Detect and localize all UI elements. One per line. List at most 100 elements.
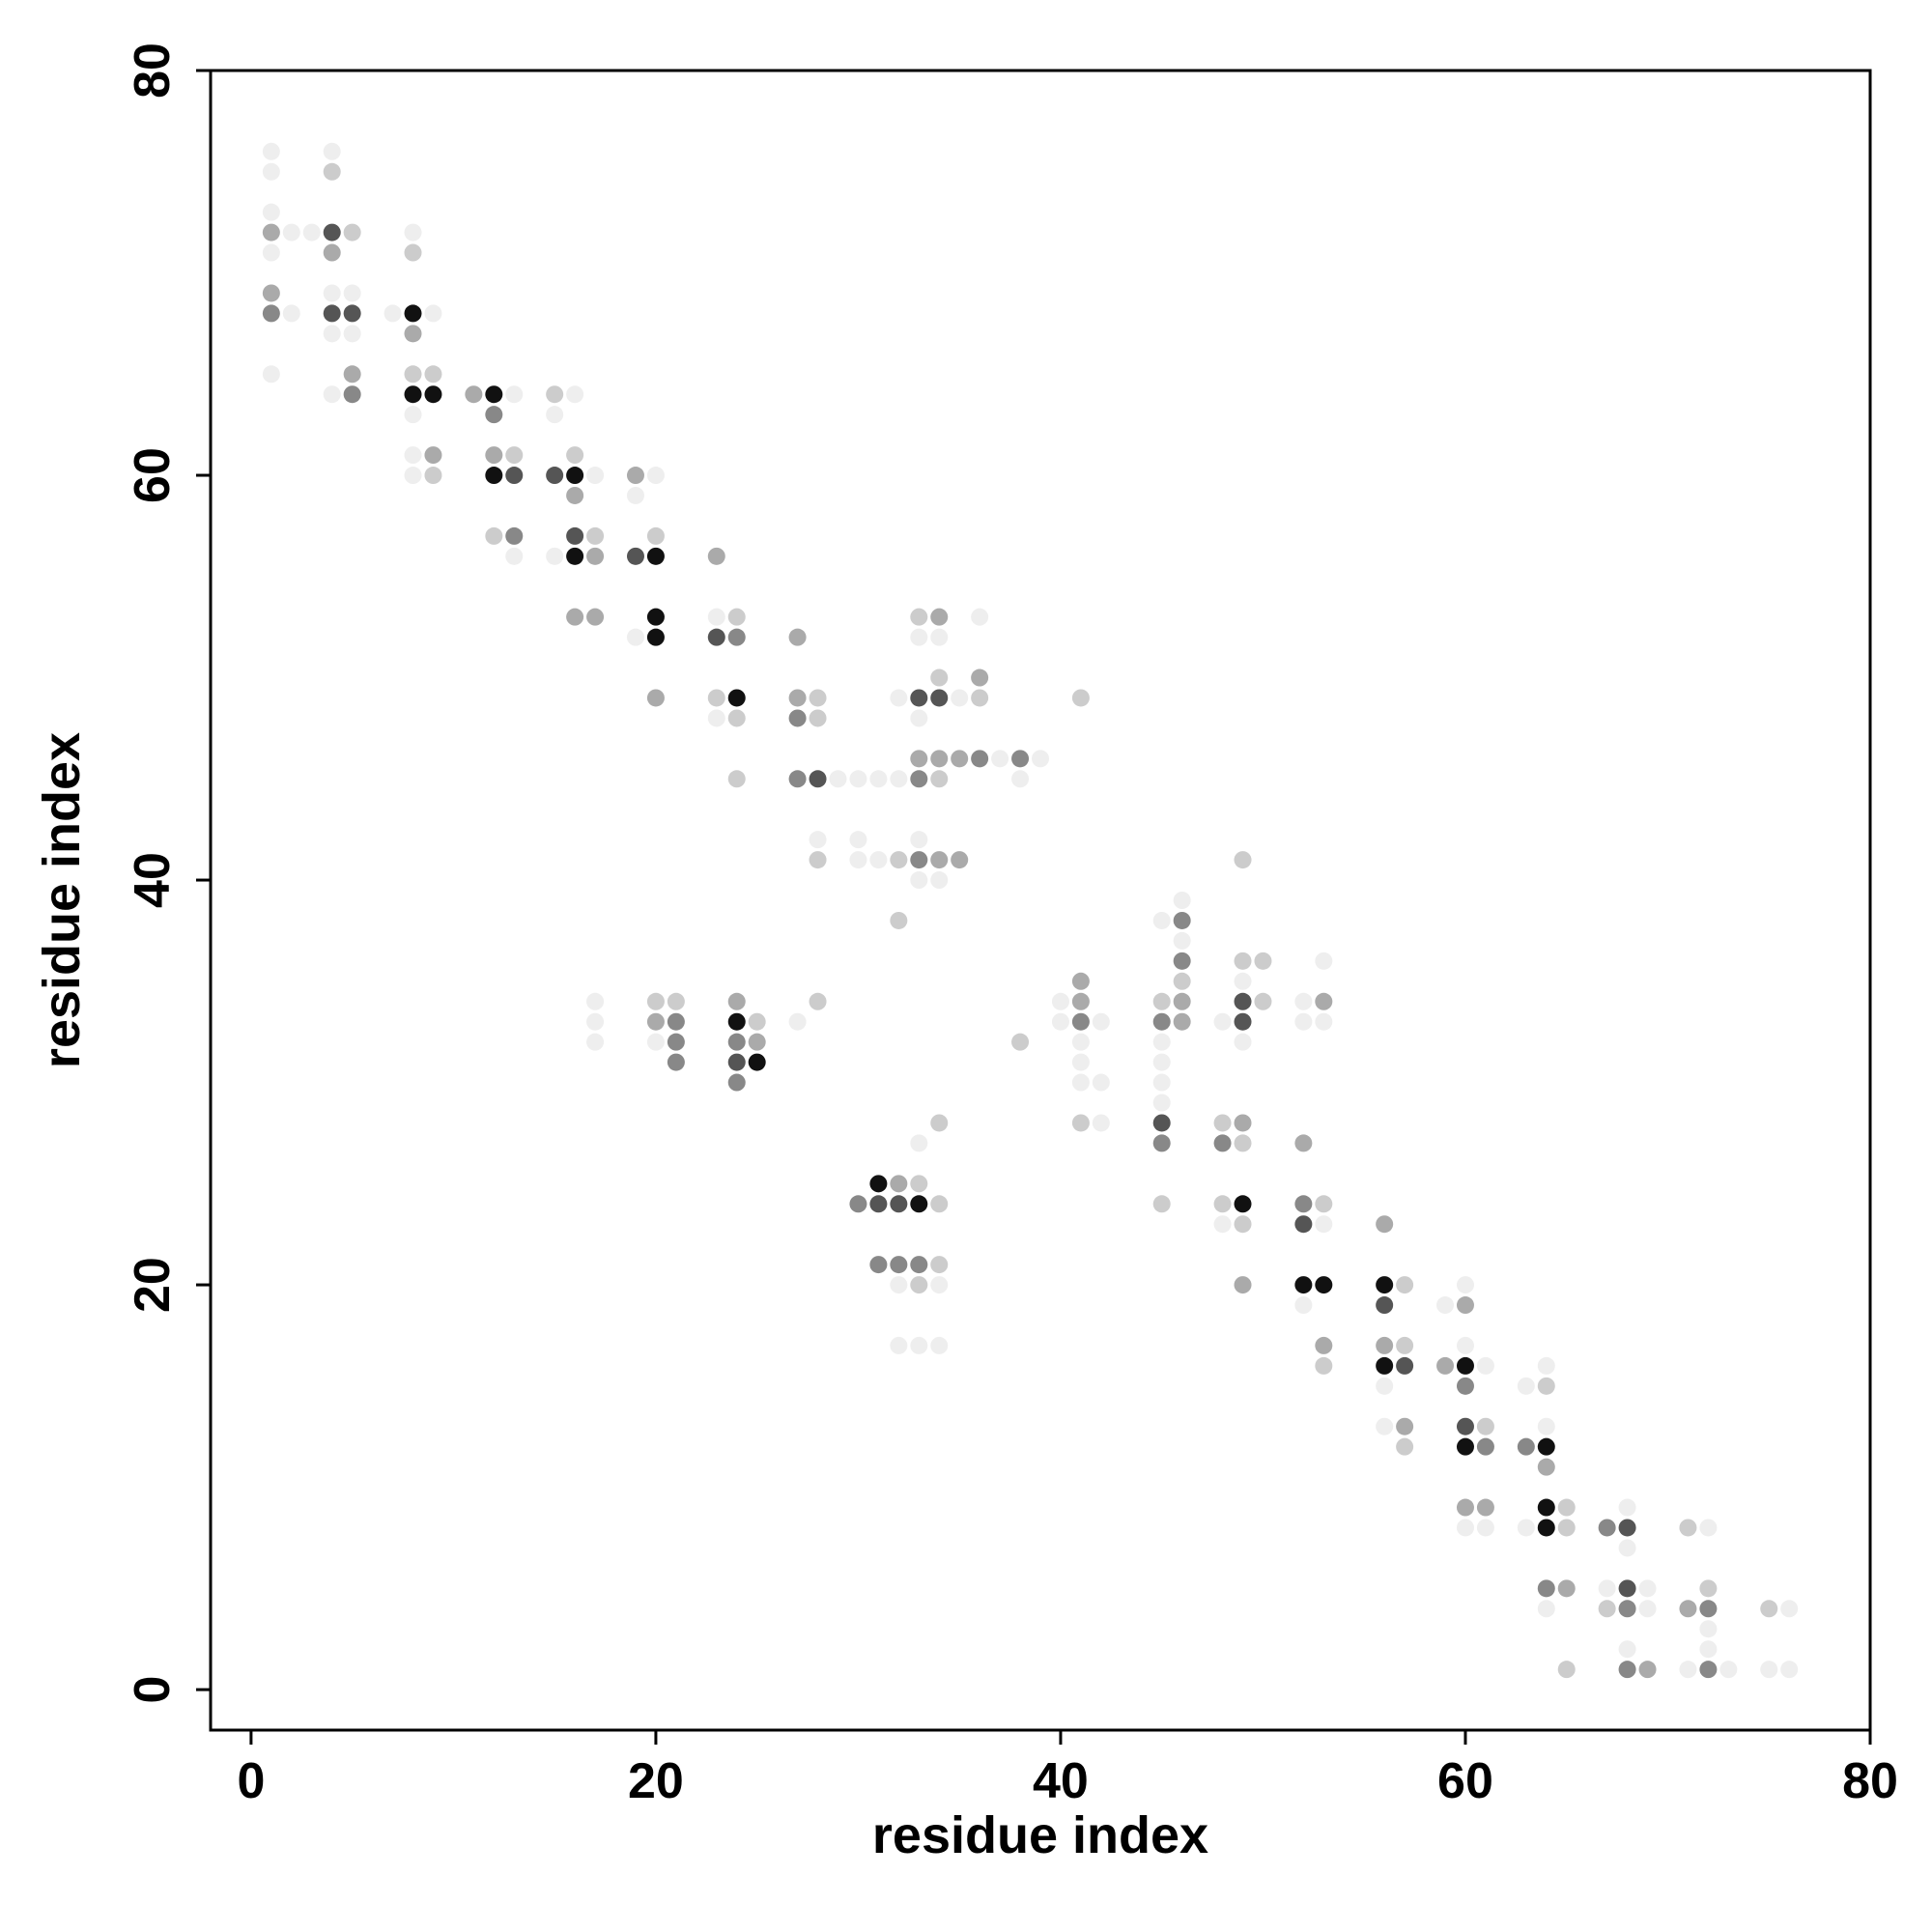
contact-point [748,1053,766,1071]
contact-point [323,325,341,343]
contact-point [930,628,949,646]
contact-point [930,668,949,687]
contact-point [849,831,867,849]
contact-point [566,526,584,545]
contact-point [1517,1437,1535,1456]
contact-point [667,1053,685,1071]
contact-point [1071,1053,1090,1071]
contact-point [282,223,300,242]
contact-point [404,223,422,242]
contact-point [809,831,827,849]
contact-point [1294,1276,1313,1294]
contact-point [930,750,949,768]
contact-point [667,992,685,1010]
contact-point [707,628,725,646]
contact-point [1456,1417,1474,1435]
contact-point [343,365,361,384]
contact-point [667,1012,685,1031]
contact-point [505,385,524,404]
contact-point [930,770,949,788]
contact-point [890,1336,908,1354]
contact-point [1376,1417,1394,1435]
contact-point [1456,1377,1474,1395]
contact-point [1213,1134,1232,1152]
contact-point [1396,1276,1414,1294]
contact-point [1011,770,1030,788]
contact-point [1456,1519,1474,1537]
contact-point [971,668,989,687]
contact-point [1173,911,1191,929]
contact-point [748,1033,766,1051]
contact-point [646,992,665,1010]
contact-point [1618,1498,1636,1517]
contact-point [951,689,969,707]
contact-point [262,365,280,384]
contact-point [910,831,928,849]
contact-point [1173,952,1191,970]
contact-point [404,467,422,485]
contact-point [586,467,605,485]
contact-point [910,1256,928,1274]
contact-point [788,628,807,646]
contact-point [1557,1498,1576,1517]
contact-point [1234,1134,1252,1152]
contact-point [1173,992,1191,1010]
contact-point [1557,1661,1576,1679]
contact-point [809,992,827,1010]
contact-point [930,1276,949,1294]
contact-point [1537,1356,1555,1375]
contact-point [505,467,524,485]
contact-point [1517,1519,1535,1537]
contact-point [1537,1600,1555,1618]
contact-point [727,628,746,646]
contact-point [485,385,503,404]
contact-point [930,1336,949,1354]
contact-point [1598,1519,1616,1537]
contact-point [404,446,422,465]
contact-point [1294,992,1313,1010]
contact-point [910,628,928,646]
contact-point [910,770,928,788]
contact-point [262,243,280,262]
contact-point [485,446,503,465]
contact-point [566,608,584,626]
contact-point [505,547,524,565]
contact-point [1234,972,1252,990]
contact-point [788,1012,807,1031]
contact-point [1011,1033,1030,1051]
contact-point [1456,1437,1474,1456]
contact-point [748,1012,766,1031]
contact-point [1598,1579,1616,1598]
contact-point [910,871,928,890]
contact-point [626,486,644,504]
contact-point [646,547,665,565]
contact-point [1476,1437,1494,1456]
contact-point [910,1336,928,1354]
contact-point [930,608,949,626]
contact-point [727,709,746,727]
contact-point [727,608,746,626]
contact-point [1213,1195,1232,1213]
contact-point [1254,992,1272,1010]
contact-point [1294,1215,1313,1234]
contact-point [262,162,280,181]
contact-point [1152,911,1171,929]
contact-point [566,385,584,404]
contact-point [1152,1134,1171,1152]
contact-point [566,486,584,504]
contact-point [1254,952,1272,970]
contact-point [727,992,746,1010]
contact-point [626,628,644,646]
contact-point [546,385,564,404]
contact-point [302,223,321,242]
contact-point [809,770,827,788]
contact-point [1638,1661,1657,1679]
contact-point [1376,1336,1394,1354]
contact-point [1537,1377,1555,1395]
contact-point [586,547,605,565]
contact-point [1152,1114,1171,1132]
contact-point [1557,1579,1576,1598]
y-tick-label: 40 [125,852,181,908]
plot-frame [209,69,1872,1732]
